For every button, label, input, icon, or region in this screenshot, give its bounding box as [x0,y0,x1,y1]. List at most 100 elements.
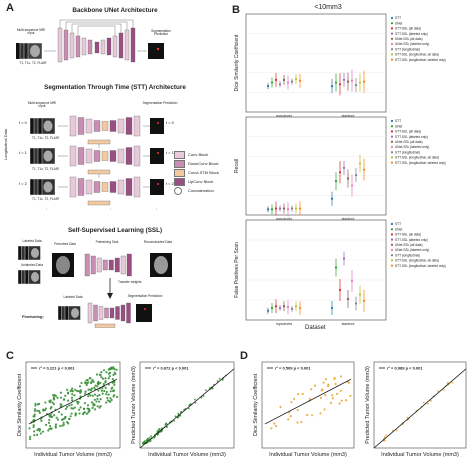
ft-block [109,307,115,319]
b-tick-label: mycohorts [276,114,292,118]
b-legend-marker [390,228,394,231]
ft-block [115,306,120,320]
cd-point [47,429,50,432]
legend-text-downconv: DownConv Block [188,161,219,166]
b-legend-marker [390,233,394,236]
cd-point [44,401,47,404]
b-point [266,309,270,312]
cd-point [339,389,342,392]
cd-point [105,371,108,374]
b-point [334,180,338,183]
cd-point [69,415,72,418]
cd-point [66,388,69,392]
legend-text-concat: Concatenation [188,188,214,193]
b-legend-text: STT-SSL (labeled only) [395,135,428,139]
cd-point [60,404,63,407]
cd-point [74,388,77,391]
b-legend-marker [390,119,394,123]
ssl-unlabeled-label: Unlabeled Data [21,263,43,267]
cd-point [48,418,51,422]
b-legend-marker [390,22,394,25]
legend-swatch-upconv [174,177,185,186]
cd-point [33,409,37,413]
b-legend-marker [390,264,394,267]
cd-point [94,393,97,396]
panel-b-letter: B [232,4,240,16]
cd-point [110,387,113,390]
b-point [278,306,282,310]
cd-point [84,390,87,393]
cd-point [107,377,110,380]
cd-point [102,369,106,372]
cd-point [76,400,79,403]
cd-point [49,413,52,417]
cd-point [112,373,115,376]
cd-point [54,425,57,428]
cd-point [76,389,79,393]
cd-point [53,414,56,417]
ssl-reconstructed-brain [154,256,168,274]
cd-point [308,397,312,401]
cd-point [101,377,105,380]
cd-point [326,385,330,388]
cd-point [324,378,328,381]
cd-point [85,412,88,415]
cd-point [107,393,110,396]
ssl-transfer-arrowhead [107,293,113,299]
cd-point [105,390,108,394]
ft-seg-image [136,304,152,322]
b-legend-marker [390,37,394,40]
b-point [274,305,278,308]
timepoint-2: t = 2 [19,181,27,186]
cd-point [430,399,432,402]
cd-point [38,429,41,432]
b-point [362,80,366,83]
stt-output-image [150,179,164,195]
b-legend-marker [390,42,394,46]
b-point [286,306,290,309]
cd-annotation: r² = 0.221 p < 0.001 [39,366,75,371]
legend-text-conv: Conv Block [188,152,209,157]
cd-point [59,391,63,394]
ssl-reconstructed-label: Reconstructed Data [143,240,173,244]
b-subplot-1: Dice Similarity Coefficient mycohorts stan… [234,13,446,118]
unet-seq-label: T1, T1c, T2, FLAIR [19,61,47,65]
b-legend-text: STT-SSL (longitudinal, all data) [395,53,439,57]
stt-block [69,115,77,137]
b-tick-label: mycohorts [276,217,292,221]
cd-point [115,395,119,399]
ssl-pretraining-label: Pretraining Task [95,240,119,244]
b-point [338,288,342,292]
stt-block [85,118,93,134]
b-legend-marker [390,16,394,20]
cd-point [89,394,92,397]
ft-convlstm-bar [94,323,116,328]
b-point [362,168,366,171]
cd-point [91,394,94,397]
legend-swatch-convlstm [174,168,185,177]
stt-block [133,115,141,137]
b-point [362,299,366,302]
cd-point [61,418,65,421]
cd-point [383,436,386,439]
b-legend-text: STT-SSL (labeled only) [395,238,428,242]
cd-fit-line [264,378,352,425]
cd-point [105,401,108,404]
b-point [282,305,286,308]
b-point [270,306,274,310]
cd-point [99,374,102,377]
timepoint-0: t = 0 [19,120,27,125]
cd-point [177,412,180,415]
legend-downconv: DownConv Block [174,159,228,168]
cd-point [180,410,183,413]
b-point [354,302,358,305]
cd-point [28,437,32,441]
cd-point [443,388,445,391]
b-legend-text: STT (longitudinal) [395,47,420,51]
cd-point [150,435,152,438]
b-point [330,306,334,310]
cd-point [71,387,74,390]
b-legend-text: UNet [395,124,402,128]
cd-point [92,404,95,407]
